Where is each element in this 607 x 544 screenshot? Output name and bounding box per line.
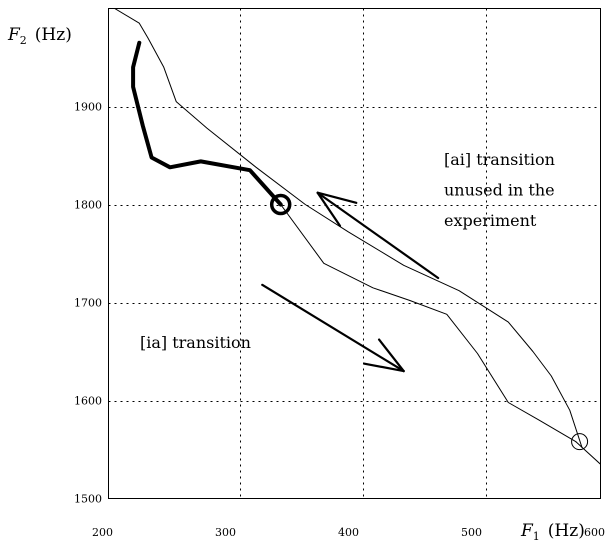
x-tick-label: 500	[461, 526, 482, 539]
annotation-line: unused in the	[444, 181, 555, 200]
y-tick-label: 1900	[74, 101, 102, 114]
ai-transition-note: [ai] transition unused in the experiment	[444, 150, 555, 230]
transition-arrow-0	[316, 191, 440, 280]
y-tick-label: 1500	[74, 493, 102, 506]
x-tick-label: 600	[584, 526, 605, 539]
arrow-group	[261, 191, 440, 373]
thick-trajectory-0	[131, 40, 283, 207]
x-tick-label: 400	[338, 526, 359, 539]
transition-arrow-1	[261, 283, 405, 373]
plot-frame	[108, 8, 601, 499]
marker-group	[269, 193, 589, 451]
y-tick-label: 1600	[74, 395, 102, 408]
x-tick-label: 200	[92, 526, 113, 539]
y-tick-labels: 1500 1600 1700 1800 1900	[74, 101, 102, 506]
annotation-line: [ia] transition	[140, 333, 251, 352]
ia-transition-note: [ia] transition	[140, 333, 251, 352]
y-axis-title: F2 (Hz)	[7, 25, 72, 47]
x-axis-subscript: 1	[533, 530, 540, 543]
x-axis-title: F1 (Hz)	[520, 521, 585, 543]
y-axis-unit: (Hz)	[35, 25, 72, 45]
y-tick-label: 1800	[74, 199, 102, 212]
thin-trajectory-3	[114, 8, 583, 448]
grid	[108, 8, 601, 499]
thick-circle-marker-0	[269, 193, 292, 216]
annotation-group: [ai] transition unused in the experiment [i…	[140, 150, 555, 352]
thin-circle-marker-1	[571, 433, 589, 451]
annotation-line: [ai] transition	[444, 150, 555, 169]
thin-trajectory-1	[280, 204, 577, 443]
annotation-line: experiment	[444, 211, 537, 230]
series-group	[114, 8, 601, 465]
x-tick-labels: 200 300 400 500 600	[92, 526, 605, 539]
x-tick-label: 300	[215, 526, 236, 539]
y-tick-label: 1700	[74, 297, 102, 310]
x-axis-unit: (Hz)	[548, 521, 585, 541]
y-axis-subscript: 2	[20, 34, 27, 47]
